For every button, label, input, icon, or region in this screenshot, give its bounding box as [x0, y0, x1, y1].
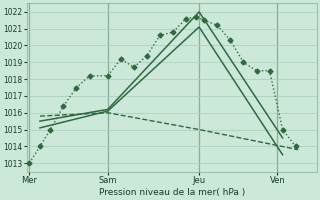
X-axis label: Pression niveau de la mer( hPa ): Pression niveau de la mer( hPa ): [99, 188, 245, 197]
